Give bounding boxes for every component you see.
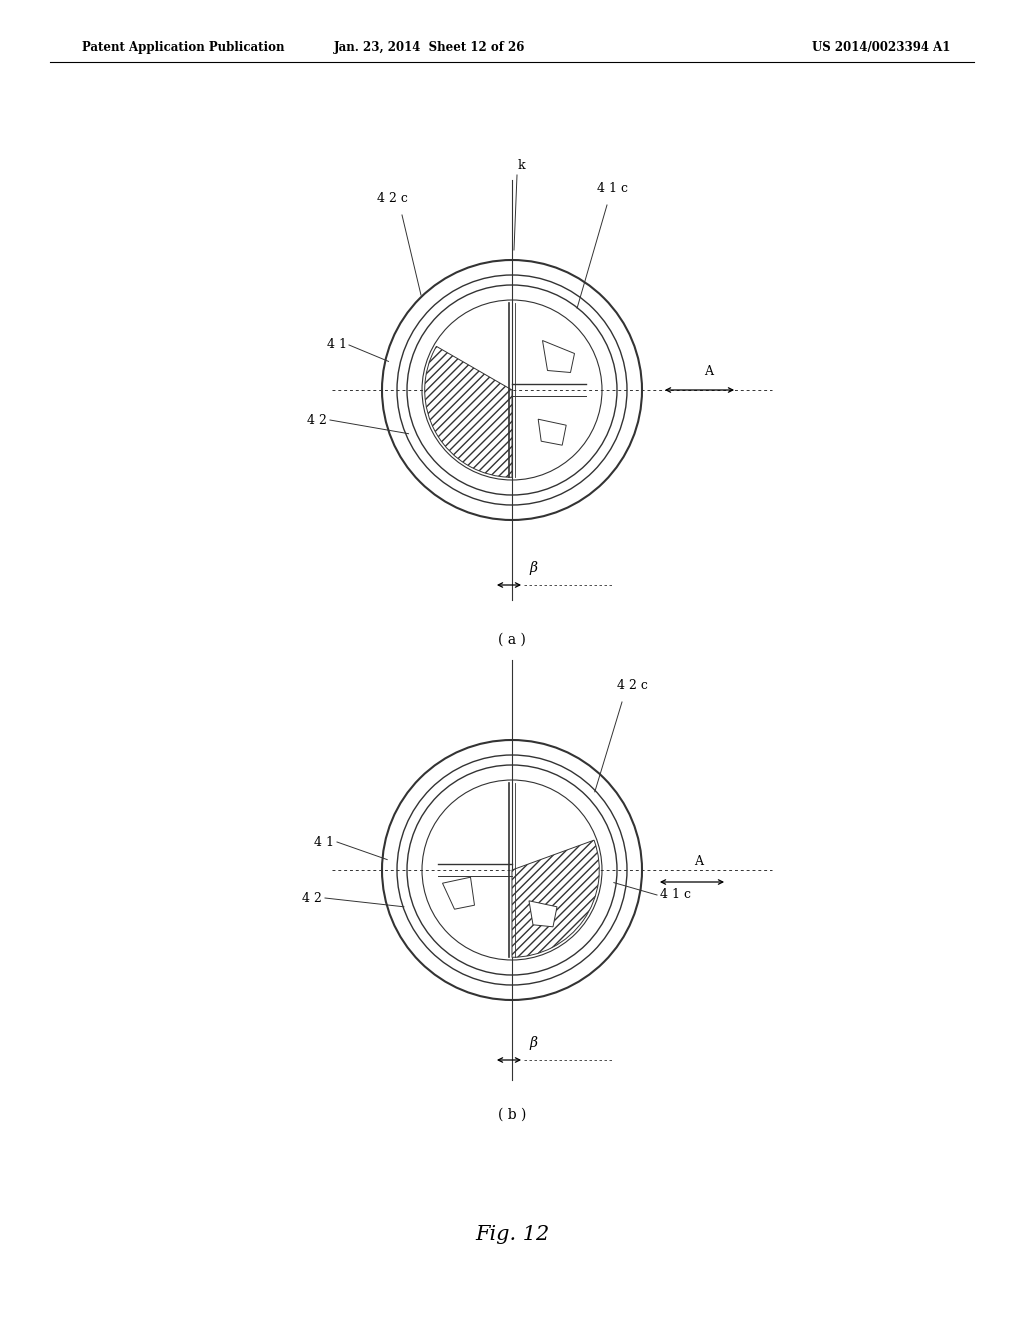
- Text: 4 1: 4 1: [314, 836, 334, 849]
- Text: 4 2: 4 2: [307, 413, 327, 426]
- Polygon shape: [529, 900, 557, 927]
- Text: ( a ): ( a ): [498, 634, 526, 647]
- Text: β: β: [529, 1036, 537, 1049]
- Text: 4 2 c: 4 2 c: [617, 678, 648, 692]
- Text: ( b ): ( b ): [498, 1107, 526, 1122]
- Text: A: A: [694, 855, 703, 869]
- Polygon shape: [539, 420, 566, 445]
- Text: β: β: [529, 561, 537, 576]
- Text: 4 2 c: 4 2 c: [377, 191, 408, 205]
- Text: 4 1 c: 4 1 c: [597, 182, 628, 195]
- Text: Fig. 12: Fig. 12: [475, 1225, 549, 1245]
- Text: 4 1: 4 1: [327, 338, 347, 351]
- Text: 4 1 c: 4 1 c: [660, 888, 691, 902]
- Wedge shape: [512, 840, 599, 957]
- Text: Patent Application Publication: Patent Application Publication: [82, 41, 285, 54]
- Polygon shape: [442, 878, 474, 909]
- Text: US 2014/0023394 A1: US 2014/0023394 A1: [812, 41, 950, 54]
- Text: A: A: [705, 366, 714, 378]
- Text: k: k: [518, 158, 525, 172]
- Wedge shape: [425, 346, 512, 478]
- Polygon shape: [543, 341, 574, 372]
- Text: Jan. 23, 2014  Sheet 12 of 26: Jan. 23, 2014 Sheet 12 of 26: [334, 41, 525, 54]
- Text: 4 2: 4 2: [302, 891, 322, 904]
